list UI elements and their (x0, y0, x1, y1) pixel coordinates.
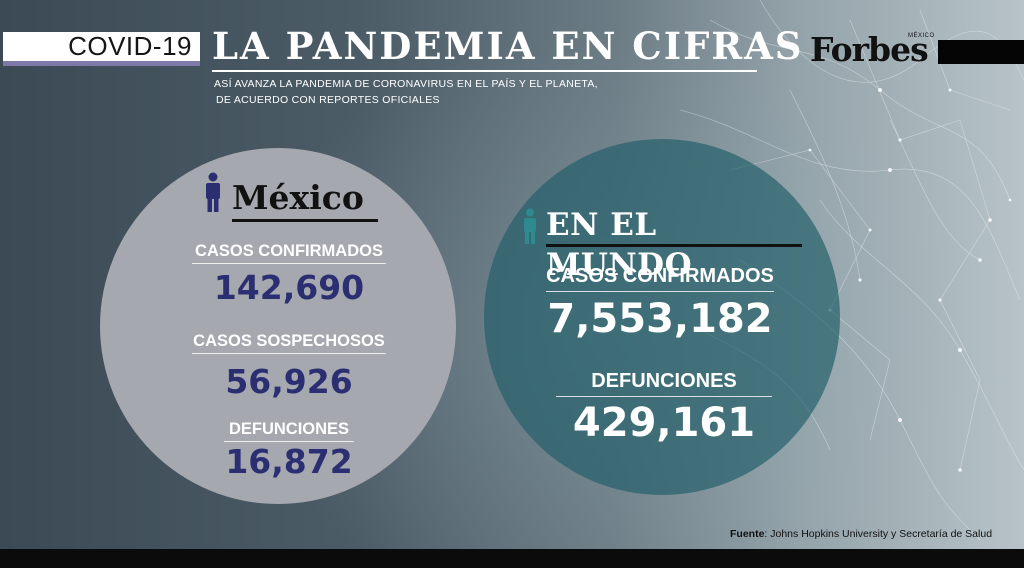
source-text: : Johns Hopkins University y Secretaría … (764, 528, 993, 540)
mexico-confirmed-value: 142,690 (213, 268, 365, 307)
world-confirmed-label: CASOS CONFIRMADOS (546, 265, 774, 292)
mexico-suspected-label: CASOS SOSPECHOSOS (192, 332, 386, 354)
mexico-suspected-value: 56,926 (225, 362, 353, 401)
mexico-circle (100, 148, 456, 504)
world-title: EN EL MUNDO (546, 205, 802, 283)
covid-tag: COVID-19 (3, 31, 200, 66)
subtitle: ASÍ AVANZA LA PANDEMIA DE CORONAVIRUS EN… (214, 76, 634, 108)
mexico-deaths-value: 16,872 (225, 442, 353, 481)
brand-bar (938, 40, 1024, 64)
world-confirmed-value: 7,553,182 (547, 296, 773, 342)
world-deaths-value: 429,161 (572, 400, 756, 446)
source-label: Fuente (730, 528, 765, 540)
source-note: Fuente: Johns Hopkins University y Secre… (730, 528, 1020, 540)
mexico-title: México (232, 178, 378, 222)
mexico-confirmed-label: CASOS CONFIRMADOS (192, 242, 386, 264)
mexico-deaths-label: DEFUNCIONES (224, 420, 354, 442)
world-deaths-label: DEFUNCIONES (556, 370, 772, 397)
subtitle-line-1: ASÍ AVANZA LA PANDEMIA DE CORONAVIRUS EN… (214, 78, 598, 90)
forbes-logo: Forbes (810, 30, 929, 69)
person-icon (206, 172, 220, 212)
world-circle (484, 139, 840, 495)
person-icon (524, 208, 536, 244)
subtitle-line-2: DE ACUERDO CON REPORTES OFICIALES (216, 94, 440, 106)
page-title: LA PANDEMIA EN CIFRAS (212, 24, 802, 72)
bottom-bar (0, 549, 1024, 568)
forbes-logo-sub: MÉXICO (908, 33, 935, 39)
